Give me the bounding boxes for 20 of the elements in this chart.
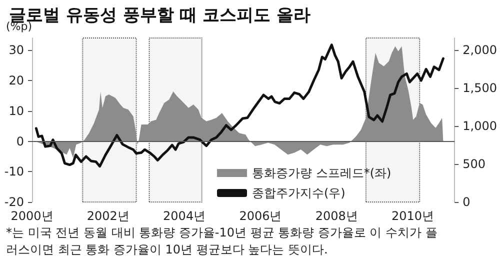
y2-tick-label: 1,500: [462, 81, 498, 96]
x-tick-label: 2002년: [86, 209, 130, 223]
y-tick-label: 0: [16, 134, 24, 148]
x-tick-label: 2010년: [391, 209, 434, 223]
y-tick-label: 10: [8, 104, 24, 118]
y2-tick-label: 500: [462, 157, 486, 172]
x-tick-label: 2004년: [163, 209, 206, 223]
y2-tick-label: 1,000: [462, 119, 498, 134]
y-tick-label: 20: [8, 74, 24, 88]
x-tick-label: 2008년: [315, 209, 358, 223]
legend-label: 종합주가지수(우): [252, 186, 346, 200]
y2-tick-label: 0: [462, 195, 470, 209]
y-tick-label: -20: [4, 195, 24, 209]
y-tick-label: -10: [4, 164, 24, 179]
y-tick-label: 30: [8, 43, 24, 58]
x-tick-label: 2006년: [239, 209, 282, 223]
y2-tick-label: 2,000: [462, 43, 498, 58]
x-tick-label: 2000년: [10, 209, 54, 223]
text: *는 미국 전년 동월 대비 통화량 증가율-10년 평균 통화량 증가율로 이 수치가 플러스이면 최근 통화 증가율이 10년 평균보다 높다는 뜻이다.: [6, 226, 438, 256]
legend-label: 통화증가량 스프레드*(좌): [252, 166, 392, 180]
